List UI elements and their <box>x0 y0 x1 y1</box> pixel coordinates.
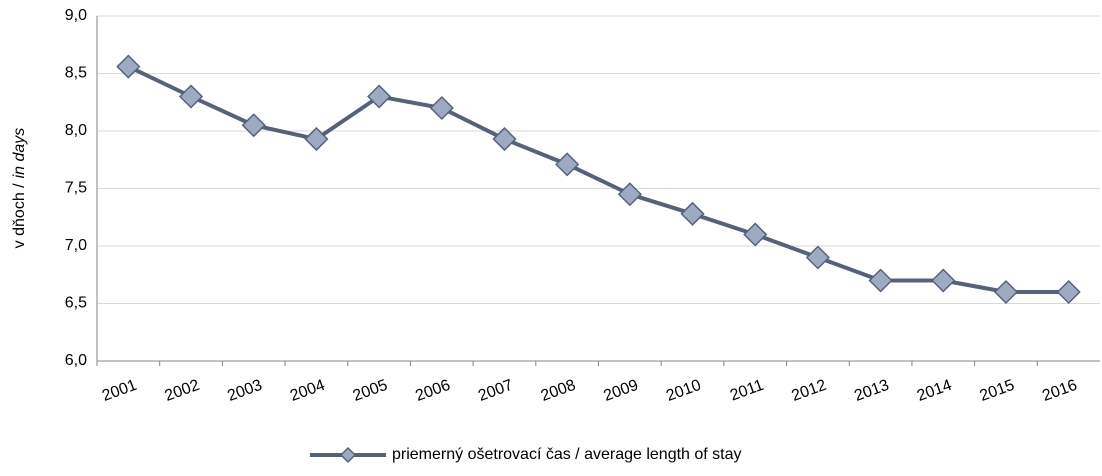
x-tick-label: 2012 <box>789 377 828 405</box>
series-line <box>127 64 1069 294</box>
marker <box>555 152 580 177</box>
x-tick-label: 2001 <box>100 377 139 405</box>
marker <box>178 84 204 109</box>
marker <box>492 126 517 152</box>
marker <box>617 182 642 207</box>
legend-marker <box>339 446 357 464</box>
x-tick-label: 2016 <box>1040 377 1079 405</box>
marker <box>241 113 266 138</box>
y-tick-label: 7,0 <box>65 237 87 254</box>
x-tick-label: 2002 <box>163 377 202 405</box>
x-tick-label: 2009 <box>601 377 640 405</box>
x-tick-label: 2003 <box>225 377 264 405</box>
y-tick-label: 7,5 <box>65 180 87 197</box>
marker <box>116 54 141 79</box>
y-axis-title: v dňoch / in days <box>11 128 28 249</box>
x-tick-label: 2014 <box>915 377 954 405</box>
x-tick-label: 2005 <box>351 377 390 405</box>
marker <box>743 222 768 247</box>
x-tick-label: 2008 <box>539 377 578 405</box>
x-tick-label: 2010 <box>664 377 703 405</box>
x-tick-label: 2006 <box>413 377 452 405</box>
x-tick-label: 2015 <box>978 377 1017 405</box>
marker <box>680 201 705 226</box>
x-tick-label: 2004 <box>288 377 327 405</box>
marker <box>931 268 956 293</box>
y-tick-label: 6,5 <box>65 295 87 312</box>
y-tick-label: 8,0 <box>65 122 87 139</box>
marker <box>1056 279 1081 305</box>
y-axis-title-part: in days <box>11 128 28 179</box>
x-tick-label: 2013 <box>852 377 891 405</box>
y-tick-label: 8,5 <box>65 65 87 82</box>
x-tick-label: 2007 <box>476 377 515 405</box>
legend-label: priemerný ošetrovací čas / average lengt… <box>392 446 742 463</box>
marker <box>993 279 1019 305</box>
marker <box>304 126 329 152</box>
y-tick-label: 6,0 <box>65 352 87 369</box>
x-tick-label: 2011 <box>728 377 766 405</box>
marker <box>805 245 830 270</box>
y-tick-label: 9,0 <box>65 7 87 24</box>
marker <box>367 84 392 109</box>
marker <box>429 95 454 121</box>
marker <box>868 268 893 293</box>
y-axis-title-part: v dňoch / <box>11 183 28 248</box>
